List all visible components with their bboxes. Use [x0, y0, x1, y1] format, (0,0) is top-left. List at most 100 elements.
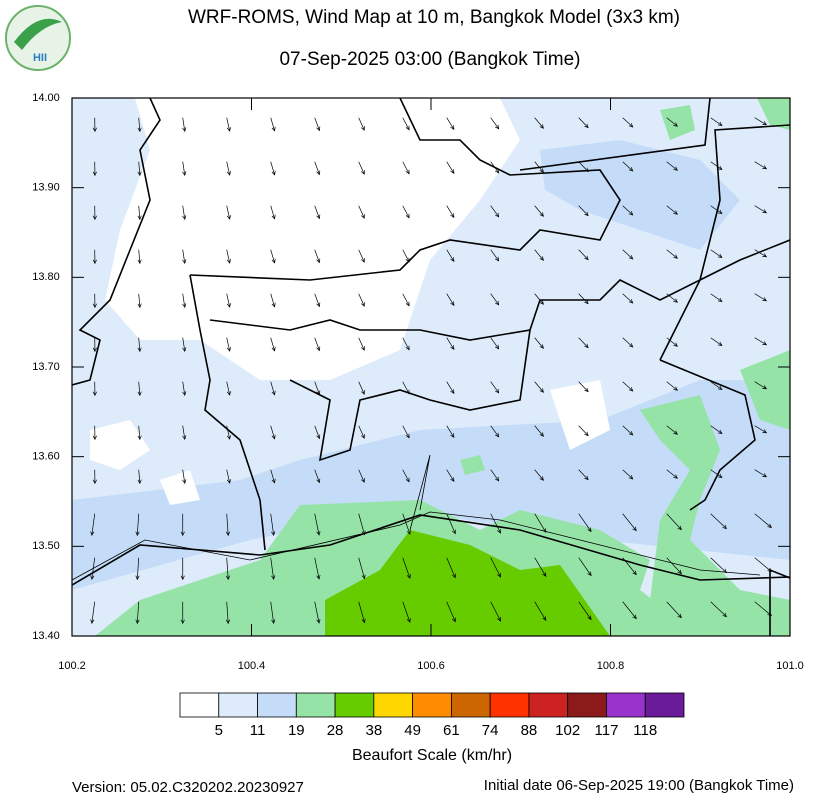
wind-arrow-head	[92, 391, 97, 397]
wind-arrow-head	[271, 619, 276, 624]
wind-arrow	[138, 293, 141, 308]
wind-arrow	[710, 381, 723, 390]
wind-zone	[460, 455, 485, 475]
colorbar-swatch	[528, 692, 569, 718]
wind-arrow	[138, 337, 141, 352]
wind-arrow	[666, 337, 678, 347]
wind-arrow-head	[717, 165, 723, 171]
wind-arrow	[534, 161, 544, 173]
wind-arrow	[534, 601, 547, 621]
chart-title: WRF-ROMS, Wind Map at 10 m, Bangkok Mode…	[188, 7, 680, 28]
wind-arrow	[270, 425, 275, 439]
wind-arrow-head	[271, 214, 276, 220]
wind-zone	[105, 98, 520, 380]
wind-arrow-head	[405, 213, 410, 219]
wind-arrow	[754, 293, 767, 302]
wind-arrow-head	[628, 431, 634, 436]
wind-arrow	[446, 117, 455, 130]
logo-leaf	[14, 18, 62, 50]
wind-arrow-head	[361, 478, 365, 483]
wind-arrow	[402, 117, 410, 130]
wind-arrow	[578, 381, 589, 392]
wind-arrow-head	[406, 618, 411, 623]
wind-arrow-head	[405, 169, 410, 175]
wind-arrow-head	[584, 475, 589, 481]
wind-arrow-head	[673, 166, 678, 171]
colorbar: 5 11 19 28 38 49 61 74 88 102 117 118	[179, 692, 685, 739]
road	[72, 511, 761, 581]
wind-arrow-head	[450, 433, 455, 438]
wind-arrow	[182, 161, 186, 176]
wind-arrow-head	[450, 301, 455, 306]
wind-arrow	[314, 601, 320, 623]
wind-arrow	[182, 117, 186, 132]
wind-arrow-head	[180, 619, 185, 625]
wind-arrow-head	[182, 391, 187, 397]
wind-arrow	[182, 337, 186, 352]
wind-arrow	[578, 557, 592, 576]
wind-arrow	[490, 161, 499, 174]
wind-arrow-head	[673, 298, 678, 303]
wind-arrow-head	[628, 387, 634, 392]
x-tick-label: 100.8	[597, 660, 625, 672]
axes: 100.2 100.4 100.6 100.8 101.0 13.40 13.50 13.60…	[32, 92, 804, 672]
wind-arrow-head	[677, 525, 682, 531]
wind-arrow-head	[717, 385, 723, 391]
wind-arrow-head	[495, 124, 500, 130]
wind-arrow	[138, 425, 141, 440]
wind-arrow-head	[495, 388, 500, 394]
wind-arrow-head	[584, 387, 589, 393]
wind-arrow	[226, 381, 231, 396]
colorbar-swatch	[334, 692, 375, 718]
wind-arrow-head	[722, 524, 727, 530]
y-tick-label: 14.00	[32, 92, 60, 104]
wind-arrow-head	[271, 531, 276, 536]
map-area	[72, 98, 790, 636]
wind-arrow-head	[92, 215, 97, 221]
wind-arrow	[446, 469, 455, 482]
wind-arrow-head	[767, 611, 772, 617]
wind-arrow	[578, 117, 589, 128]
wind-arrow-head	[137, 259, 142, 265]
wind-arrow-head	[495, 344, 500, 350]
wind-arrow-head	[628, 255, 634, 260]
wind-arrow-head	[361, 258, 365, 263]
wind-arrow	[358, 337, 365, 351]
wind-arrow	[666, 293, 678, 303]
wind-arrow	[754, 513, 772, 528]
wind-arrow-head	[497, 616, 501, 622]
x-tick-label: 101.0	[776, 660, 804, 672]
wind-arrow-head	[316, 618, 321, 624]
wind-arrow	[622, 337, 633, 348]
colorbar-swatch	[218, 692, 258, 718]
wind-arrow	[534, 425, 544, 437]
wind-arrow	[754, 381, 767, 390]
wind-arrow-head	[539, 124, 544, 129]
wind-arrow-head	[361, 126, 365, 131]
wind-arrow-head	[226, 171, 231, 176]
wind-arrow	[182, 381, 186, 396]
wind-arrow	[534, 381, 544, 393]
boundary	[519, 98, 711, 171]
wind-arrow	[402, 381, 410, 394]
wind-arrow	[402, 425, 410, 438]
wind-arrow	[622, 557, 637, 575]
wind-arrow-head	[316, 214, 321, 220]
colorbar-label: 117	[595, 722, 619, 739]
wind-arrow-head	[226, 259, 231, 264]
wind-arrow	[490, 293, 499, 306]
wind-arrow	[754, 205, 767, 214]
wind-arrow-head	[762, 297, 768, 302]
wind-arrow-head	[762, 385, 768, 390]
wind-arrow-head	[182, 171, 187, 177]
wind-arrow-head	[316, 574, 321, 580]
wind-arrow-head	[673, 254, 678, 259]
colorbar-label: 19	[288, 722, 305, 739]
wind-arrow-head	[137, 303, 142, 309]
wind-arrow	[226, 557, 229, 580]
wind-arrow-head	[182, 303, 187, 309]
wind-arrow	[622, 205, 633, 216]
wind-arrow-head	[584, 123, 589, 129]
colorbar-swatch	[295, 692, 336, 718]
